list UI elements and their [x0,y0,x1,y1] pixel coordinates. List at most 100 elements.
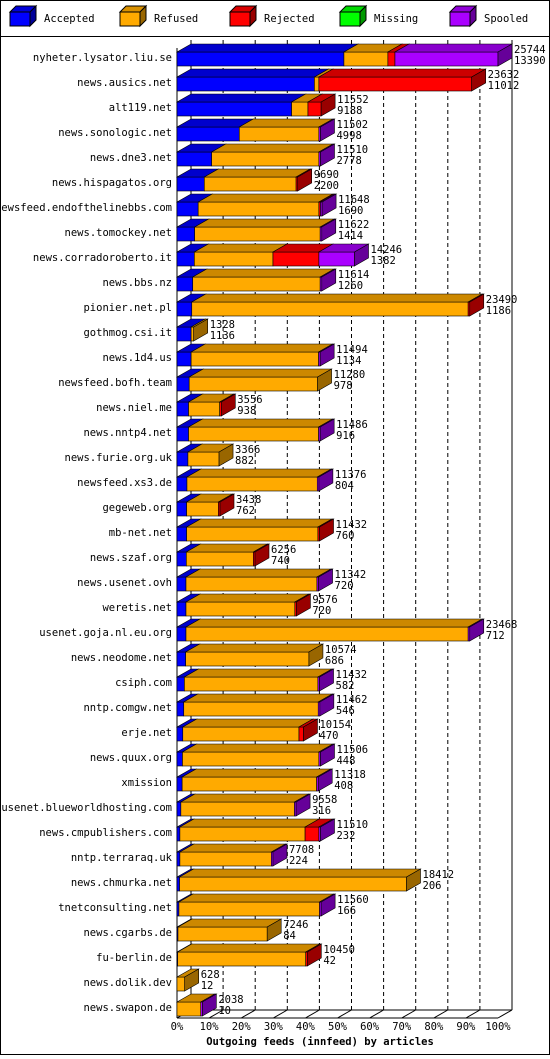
accepted-label: 804 [335,480,354,492]
y-tick-label: news.bbs.nz [102,277,172,289]
bar-top [193,218,336,228]
bar-front [176,101,292,117]
tick-mark [433,1009,449,1019]
bar-front [192,276,321,292]
bar-top [183,668,334,678]
bar-front [176,651,186,667]
accepted-label: 720 [312,605,331,617]
tick-mark [337,1009,352,1019]
accepted-label: 408 [334,780,353,792]
total-label: 11614 [338,269,370,281]
bar-front [176,401,189,417]
tick-mark [497,1009,513,1019]
bar-front [185,651,310,667]
bar-segment [181,768,332,792]
tick-mark [401,1009,416,1019]
accepted-label: 938 [237,405,256,417]
accepted-label: 978 [334,380,353,392]
bar-segment [193,243,289,267]
legend-label: Refused [154,13,198,25]
y-tick-label: news.tomockey.net [65,227,172,239]
legend-swatch-side [469,4,477,28]
bar-segment [177,893,335,917]
y-tick-label: newsfeed.bofh.team [58,377,172,389]
bar-end [318,468,334,492]
total-label: 11462 [336,694,368,706]
bar-front [291,101,309,117]
total-label: 23490 [486,294,518,306]
bar-top [178,818,321,828]
bar-end [219,493,235,517]
bar-front [176,851,181,867]
bar-segment [175,243,210,267]
bar-front [314,76,320,92]
bar-top [187,418,334,428]
bar-segment [182,693,334,717]
bar-front [191,301,469,317]
bar-segment [185,518,334,542]
bar-front [194,226,321,242]
y-tick-label: newsfeed.xs3.de [77,477,172,489]
bar-end [318,568,333,592]
bar-top [184,593,310,603]
accepted-label: 232 [336,830,355,842]
bar-end [319,418,335,442]
y-tick-label: news.usenet.ovh [77,577,172,589]
accepted-label: 166 [337,905,356,917]
bar-front [179,851,272,867]
bar-segment [184,643,325,667]
bar-top [210,143,335,153]
bar-segment [185,468,333,492]
bar-front [188,376,318,392]
bar-top [178,868,422,878]
total-label: 11432 [336,519,368,531]
accepted-label: 740 [271,555,290,567]
bar-segment [175,118,255,142]
y-tick-label: news.furie.org.uk [65,452,173,464]
bar-front [176,751,183,767]
bar-front [307,101,322,117]
total-label: 11280 [334,369,366,381]
total-label: 10574 [325,644,357,656]
accepted-label: 11012 [488,80,520,92]
bar-front [176,51,345,67]
bar-end [295,793,311,817]
accepted-label: 9188 [337,105,362,117]
bar-top [188,368,333,378]
x-tick-label: 30% [264,1021,284,1033]
bar-front [176,251,195,267]
bar-front [318,251,355,267]
tick-mark [465,1009,481,1019]
bar-end [320,93,336,117]
bar-front [238,126,320,142]
accepted-label: 470 [319,730,338,742]
bar-end [321,218,337,242]
total-label: 9558 [312,794,337,806]
legend-swatch [119,11,141,27]
bar-front [182,726,300,742]
x-tick-label: 60% [360,1021,380,1033]
y-tick-label: news.swapon.de [83,1002,172,1014]
y-tick-label: pionier.net.pl [83,302,172,314]
y-tick-label: news.quux.org [90,752,172,764]
bar-front [190,351,319,367]
bar-top [184,618,484,628]
bar-front [176,376,190,392]
bar-top [203,168,312,178]
y-tick-label: news.cgarbs.de [83,927,172,939]
accepted-label: 762 [236,505,255,517]
y-tick-label: gothmog.csi.it [83,327,172,339]
bar-front [190,326,194,342]
bar-front [185,626,469,642]
bar-front [176,301,193,317]
bar-segment [185,543,269,567]
bar-front [176,726,184,742]
y-tick-label: news.dne3.net [90,152,172,164]
bar-top [181,743,335,753]
total-label: 11432 [336,669,368,681]
total-label: 11510 [336,819,368,831]
accepted-label: 448 [336,755,355,767]
bar-front [178,901,320,917]
tick-mark [240,1009,256,1019]
